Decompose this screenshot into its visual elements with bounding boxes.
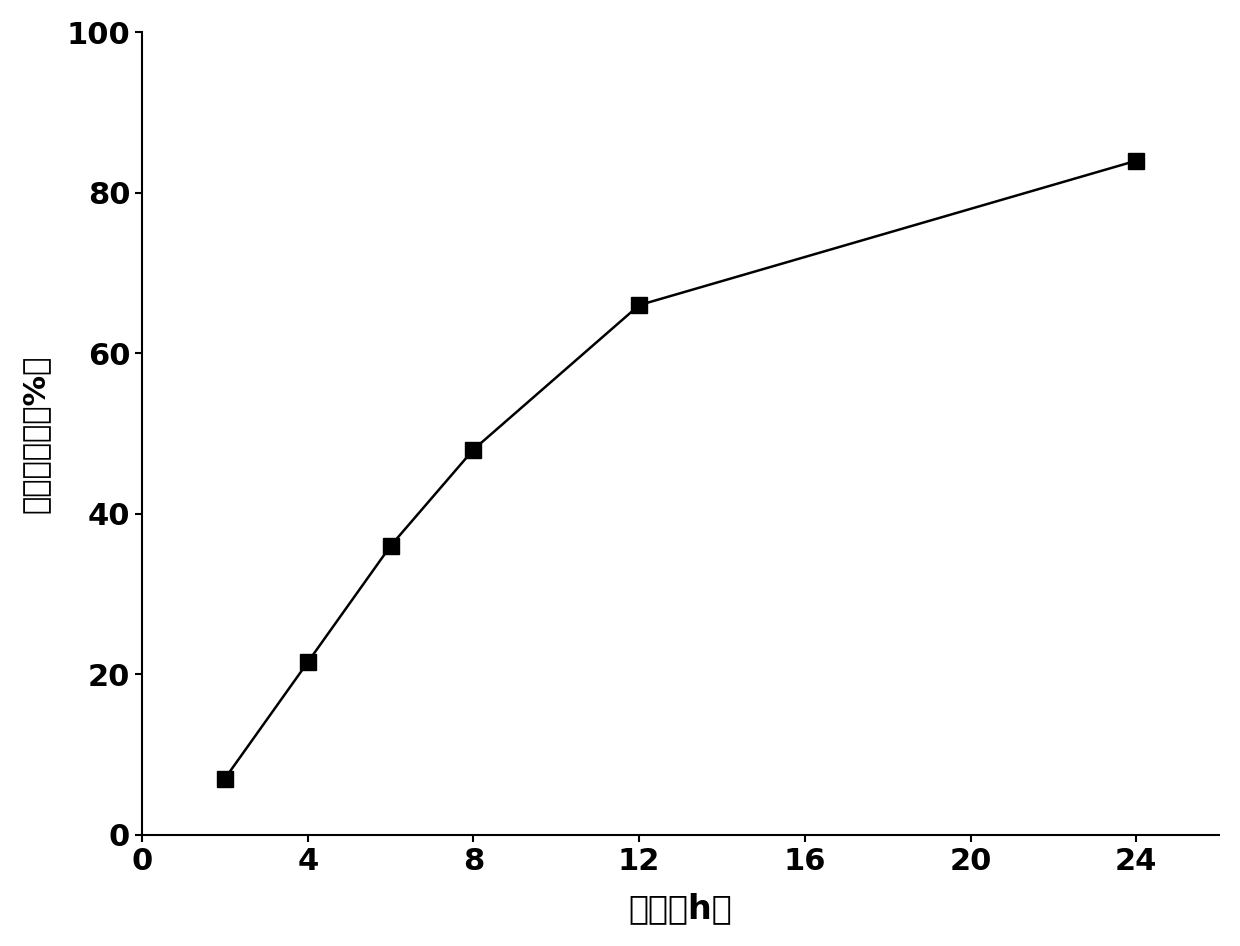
X-axis label: 时间（h）: 时间（h） <box>629 892 733 925</box>
Y-axis label: 累积释放度（%）: 累积释放度（%） <box>21 355 50 513</box>
